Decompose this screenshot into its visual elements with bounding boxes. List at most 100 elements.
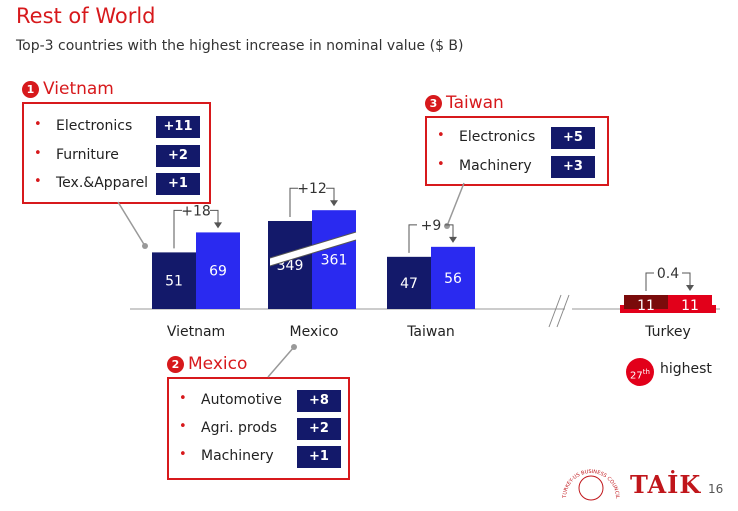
list-item: • Tex.&Apparel +1 (24, 172, 209, 196)
item-value: +2 (297, 418, 341, 440)
list-item: • Machinery +3 (427, 155, 607, 179)
x-tick-label: Turkey (645, 324, 691, 340)
bar-value-label: 69 (209, 264, 227, 280)
taiwan-connector (446, 182, 465, 227)
bar-value-label: 47 (400, 276, 418, 292)
increase-arrow (449, 236, 457, 243)
x-tick-label: Vietnam (166, 324, 226, 340)
increase-label: +9 (421, 218, 442, 234)
increase-label: +18 (181, 203, 211, 219)
item-label: Tex.&Apparel (56, 175, 149, 191)
bullet-icon: • (34, 117, 42, 132)
item-value: +5 (551, 127, 595, 149)
list-item: • Electronics +11 (24, 115, 209, 139)
item-value: +1 (297, 446, 341, 468)
page-number: 16 (708, 482, 724, 496)
bar-current (312, 210, 356, 309)
increase-arrow (330, 200, 338, 207)
bar-break-line (269, 231, 357, 259)
item-label: Automotive (201, 392, 282, 408)
increase-bracket (645, 272, 691, 291)
increase-bracket (173, 209, 219, 249)
item-value: +8 (297, 390, 341, 412)
mexico-connector (267, 346, 295, 378)
bar-break-mark (270, 232, 356, 266)
mexico-number-badge: 2 (167, 355, 184, 373)
list-item: • Electronics +5 (427, 126, 607, 150)
bar-previous (152, 252, 196, 309)
bullet-icon: • (437, 157, 445, 172)
bar-value-label: 361 (321, 253, 348, 269)
bar-previous (387, 256, 431, 309)
x-tick-label: Taiwan (407, 324, 455, 340)
increase-arrow (686, 285, 694, 291)
item-label: Electronics (56, 118, 133, 134)
item-label: Machinery (459, 158, 532, 174)
axis-break-mark (556, 294, 570, 328)
increase-bracket (289, 187, 335, 217)
taiwan-panel-title: Taiwan (446, 93, 504, 113)
vietnam-number-badge: 1 (22, 80, 39, 98)
mexico-panel: • Automotive +8 • Agri. prods +2 • Machi… (167, 377, 350, 480)
bar-value-label: 349 (277, 258, 304, 274)
vietnam-panel: • Electronics +11 • Furniture +2 • Tex.&… (22, 102, 211, 204)
list-item: • Automotive +8 (169, 389, 348, 413)
vietnam-panel-header: 1 Vietnam (22, 79, 114, 99)
page-subtitle: Top-3 countries with the highest increas… (16, 38, 464, 54)
list-item: • Machinery +1 (169, 445, 348, 469)
taiwan-number-badge: 3 (425, 94, 442, 112)
item-value: +1 (156, 173, 200, 195)
turkey-band (620, 305, 716, 313)
item-label: Agri. prods (201, 420, 278, 436)
item-value: +2 (156, 145, 200, 167)
mexico-panel-header: 2 Mexico (167, 354, 247, 374)
taiwan-panel-header: 3 Taiwan (425, 93, 504, 113)
bar-value-label: 56 (444, 271, 462, 287)
vietnam-panel-title: Vietnam (43, 79, 114, 99)
increase-arrow (214, 222, 222, 229)
item-label: Furniture (56, 147, 119, 163)
bar-previous (268, 221, 312, 309)
item-value: +11 (156, 116, 200, 138)
vietnam-connector (117, 201, 146, 247)
item-label: Machinery (201, 448, 274, 464)
list-item: • Furniture +2 (24, 144, 209, 168)
bullet-icon: • (179, 391, 187, 406)
item-label: Electronics (459, 129, 536, 145)
bar-previous (624, 295, 668, 309)
bullet-icon: • (179, 447, 187, 462)
bar-current (431, 246, 475, 309)
seal-text: TURKEY-US BUSINESS COUNCIL (562, 469, 620, 499)
bullet-icon: • (179, 419, 187, 434)
x-tick-label: Mexico (289, 324, 339, 340)
rank-suffix: th (642, 368, 650, 376)
rank-badge: 27th (626, 358, 654, 386)
bullet-icon: • (34, 174, 42, 189)
mexico-connector-dot (291, 344, 297, 350)
bar-current (196, 232, 240, 309)
increase-bracket (408, 224, 454, 253)
page-title: Rest of World (16, 4, 156, 28)
axis-break-mark (548, 294, 562, 328)
mexico-panel-title: Mexico (188, 354, 248, 374)
vietnam-connector-dot (142, 243, 148, 249)
bullet-icon: • (34, 146, 42, 161)
bar-current (668, 295, 712, 309)
increase-label: 0.4 (657, 266, 679, 282)
rank-number: 27 (630, 370, 643, 382)
taik-logo: TAİK (630, 470, 702, 499)
bar-value-label: 11 (637, 298, 655, 314)
rank-label: highest (660, 361, 712, 377)
taiwan-connector-dot (444, 223, 450, 229)
taiwan-panel: • Electronics +5 • Machinery +3 (425, 116, 609, 186)
list-item: • Agri. prods +2 (169, 417, 348, 441)
item-value: +3 (551, 156, 595, 178)
bullet-icon: • (437, 128, 445, 143)
council-seal-icon: TURKEY-US BUSINESS COUNCIL (562, 469, 620, 501)
bar-value-label: 11 (681, 298, 699, 314)
svg-text:TURKEY-US BUSINESS COUNCIL: TURKEY-US BUSINESS COUNCIL (562, 469, 620, 499)
increase-label: +12 (297, 181, 327, 197)
bar-break-line (269, 239, 357, 267)
bar-value-label: 51 (165, 274, 183, 290)
